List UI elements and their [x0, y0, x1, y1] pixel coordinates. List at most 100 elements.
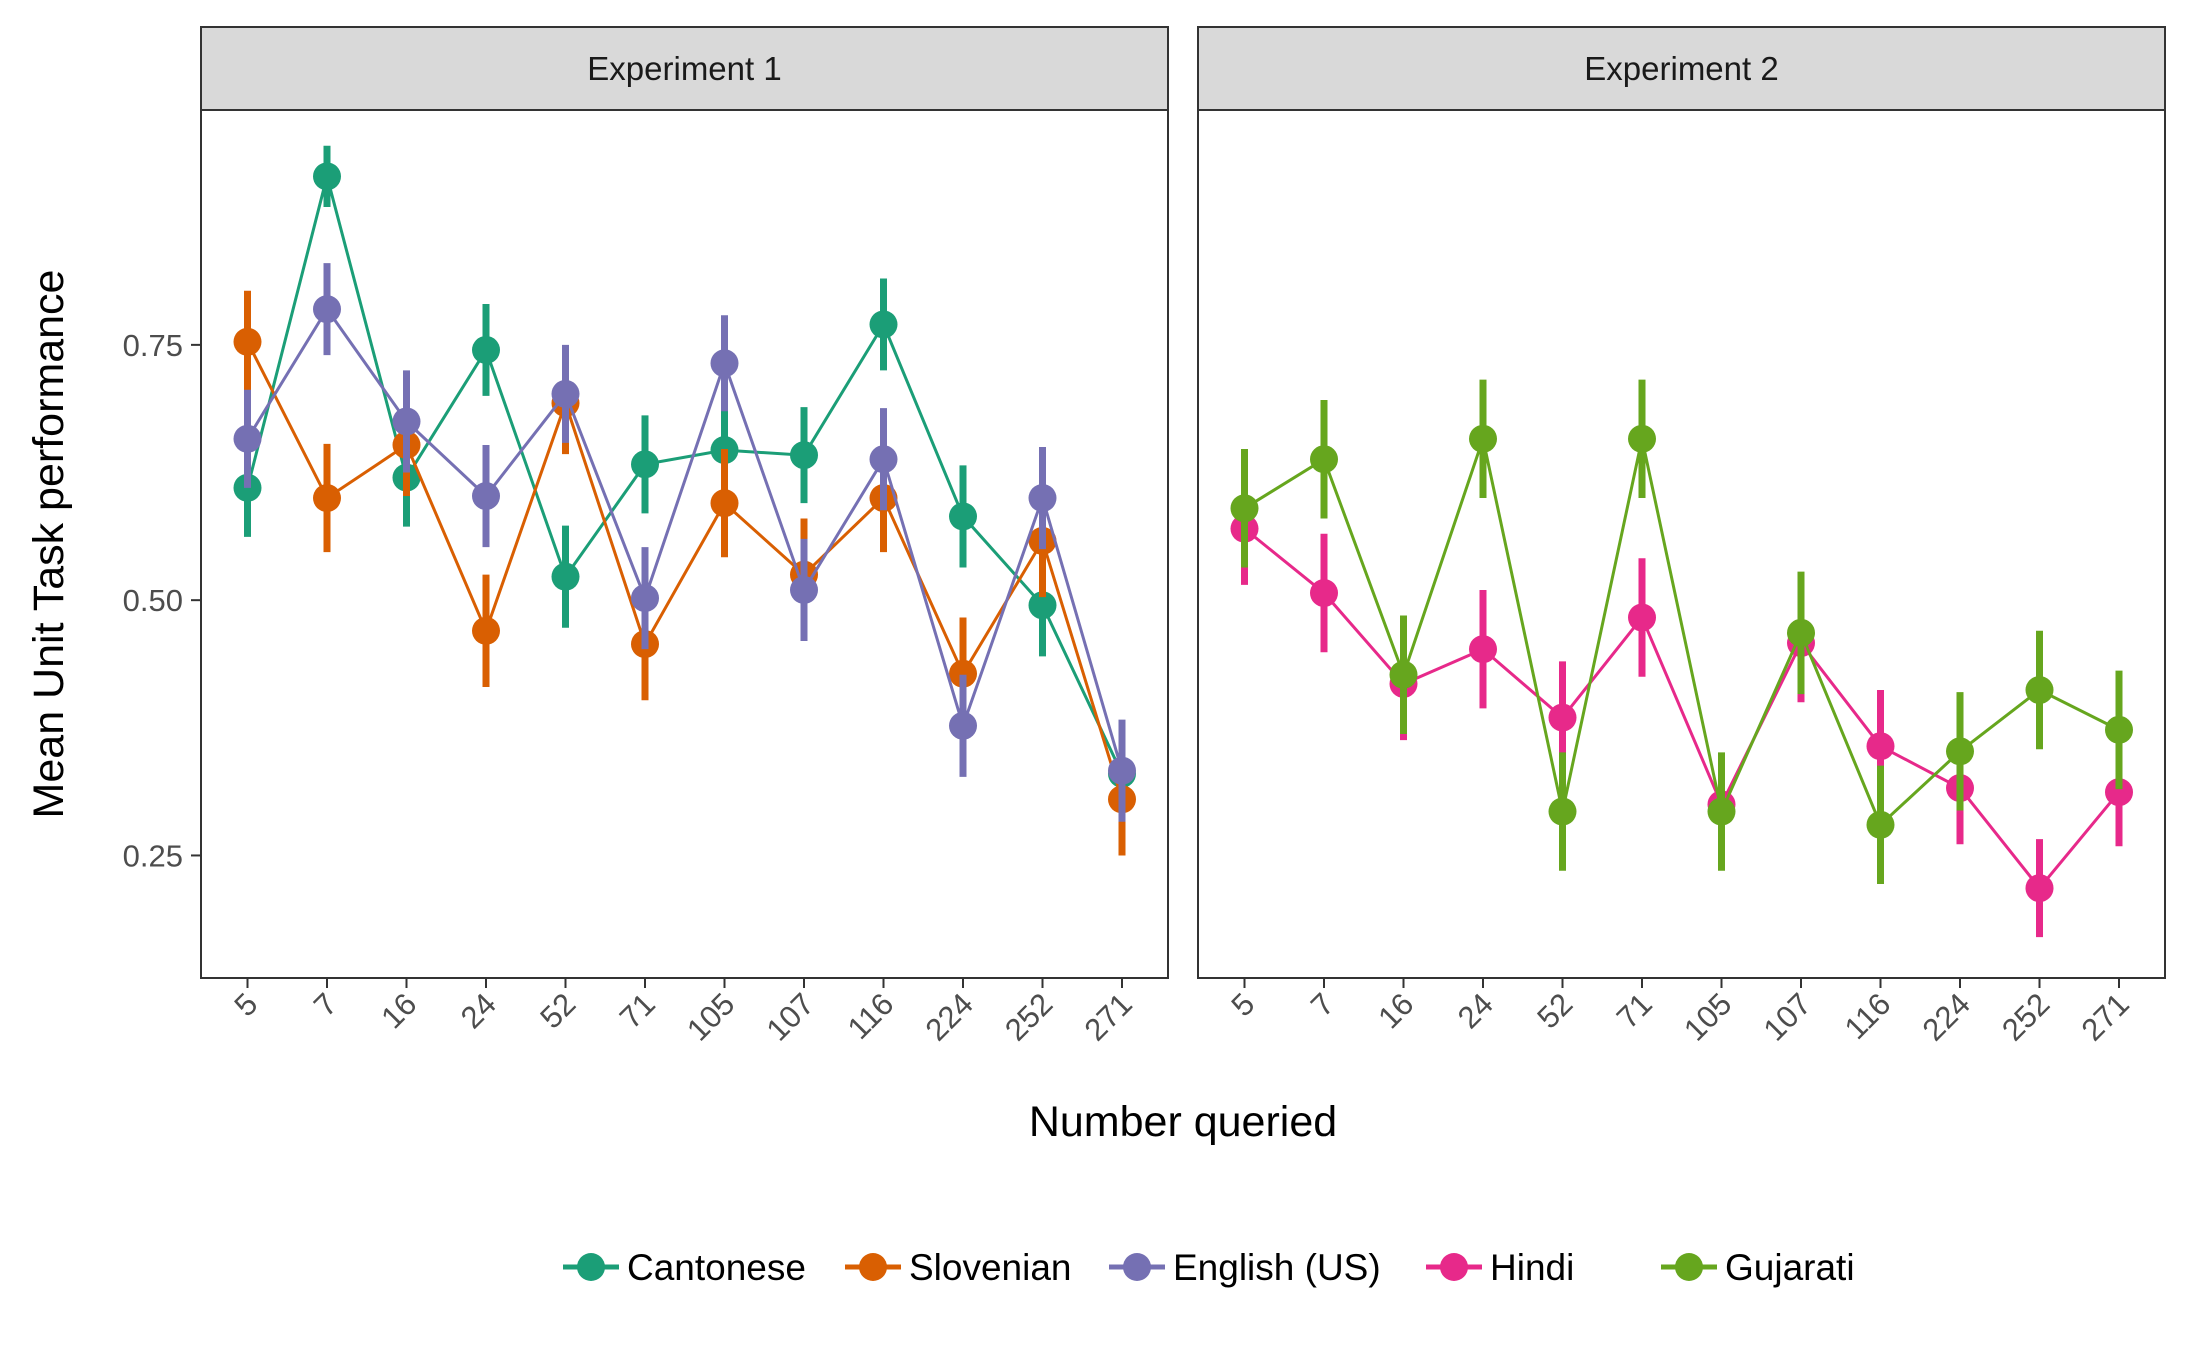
data-point: [710, 349, 739, 378]
data-point: [1469, 635, 1497, 664]
panel-title: Experiment 1: [587, 50, 781, 87]
legend-label: Hindi: [1490, 1247, 1574, 1288]
x-tick-label: 16: [1371, 986, 1420, 1035]
data-point: [1389, 660, 1418, 689]
data-point: [949, 502, 977, 531]
x-tick-label: 24: [454, 986, 503, 1035]
data-point: [1707, 797, 1736, 826]
data-point: [790, 441, 818, 470]
data-point: [313, 295, 341, 324]
legend-label: Slovenian: [909, 1247, 1072, 1288]
data-point: [1548, 703, 1577, 732]
data-point: [790, 575, 818, 604]
panel-experiment-1: Experiment 1 5 7 16 24 52 71 105 107 116 224 252 27…: [123, 26, 1169, 1048]
legend-key-point: [577, 1253, 605, 1281]
legend-key-point: [859, 1253, 887, 1281]
data-point: [1028, 484, 1057, 513]
legend-label: Gujarati: [1725, 1247, 1855, 1288]
x-tick-label: 5: [228, 986, 265, 1023]
data-point: [869, 445, 898, 474]
data-point: [1628, 603, 1656, 632]
series-line: [1243, 527, 2121, 891]
x-tick-label: 5: [1225, 986, 1262, 1023]
legend: Cantonese Slovenian English (US) Hindi Gujar…: [563, 1247, 1855, 1288]
x-tick-label: 52: [1530, 986, 1579, 1035]
data-point: [2025, 874, 2054, 903]
x-tick-label: 107: [1757, 986, 1818, 1047]
plot-area: [1197, 109, 2166, 979]
data-point: [949, 659, 977, 688]
legend-label: Cantonese: [627, 1247, 806, 1288]
y-tick-label: 0.50: [123, 583, 183, 618]
x-axis: 5 7 16 24 52 71 105 107 116 224 252 271: [1225, 978, 2136, 1048]
x-tick-label: 71: [613, 986, 662, 1035]
data-point: [1628, 424, 1656, 453]
x-tick-label: 252: [1995, 986, 2056, 1047]
data-point: [233, 424, 262, 453]
data-point: [392, 407, 421, 436]
x-tick-label: 52: [533, 986, 582, 1035]
y-tick-label: 0.25: [123, 838, 183, 873]
data-point: [2105, 715, 2133, 744]
plot-area: [200, 109, 1169, 979]
data-point: [1787, 618, 1815, 647]
legend-key-point: [1440, 1253, 1468, 1281]
x-tick-label: 224: [1916, 986, 1977, 1047]
data-point: [869, 310, 898, 339]
data-point: [472, 616, 500, 645]
data-point: [949, 711, 977, 740]
data-point: [472, 482, 500, 511]
x-tick-label: 16: [374, 986, 423, 1035]
data-point: [472, 335, 500, 364]
data-point: [1310, 579, 1338, 608]
x-axis-title: Number queried: [1029, 1098, 1337, 1146]
x-tick-label: 252: [998, 986, 1059, 1047]
legend-item: English (US): [1109, 1247, 1381, 1288]
strip-background: [200, 26, 1169, 111]
data-point: [631, 584, 659, 613]
x-tick-label: 271: [2075, 986, 2136, 1047]
x-tick-label: 116: [1838, 986, 1898, 1046]
panel-experiment-2: Experiment 2 5 7 16 24 52 71 105 107 116 224 252 27…: [1197, 26, 2166, 1048]
series-layer: [233, 145, 1136, 856]
data-point: [1028, 591, 1057, 620]
legend-item: Slovenian: [845, 1247, 1072, 1288]
x-tick-label: 71: [1610, 986, 1659, 1035]
data-point: [2105, 778, 2133, 807]
data-point: [1469, 424, 1497, 453]
legend-item: Hindi: [1426, 1247, 1574, 1288]
series-gujarati: [1230, 379, 2133, 885]
series-layer: [1230, 379, 2133, 938]
data-point: [1866, 732, 1895, 761]
x-axis: 5 7 16 24 52 71 105 107 116 224 252 271: [228, 978, 1139, 1048]
y-axis-title: Mean Unit Task performance: [25, 270, 73, 819]
series-line: [246, 170, 1124, 775]
data-point: [1108, 756, 1136, 785]
panel-title: Experiment 2: [1584, 50, 1778, 87]
x-tick-label: 24: [1451, 986, 1500, 1035]
x-tick-label: 7: [1304, 986, 1341, 1023]
legend-key-point: [1123, 1253, 1151, 1281]
x-tick-label: 107: [760, 986, 821, 1047]
data-point: [551, 379, 580, 408]
x-tick-label: 224: [919, 986, 980, 1047]
series-line: [246, 306, 1124, 772]
data-point: [233, 327, 262, 356]
data-point: [1866, 810, 1895, 839]
series-line: [246, 341, 1124, 800]
legend-key-point: [1675, 1253, 1703, 1281]
data-point: [631, 450, 659, 479]
x-tick-label: 271: [1078, 986, 1139, 1047]
data-point: [313, 162, 341, 191]
y-tick-label: 0.75: [123, 328, 183, 363]
data-point: [1230, 494, 1259, 523]
y-axis: 0.25 0.50 0.75: [123, 328, 201, 873]
series-english-us: [233, 263, 1136, 822]
x-tick-label: 105: [1677, 986, 1738, 1047]
x-tick-label: 105: [680, 986, 741, 1047]
legend-label: English (US): [1173, 1247, 1381, 1288]
data-point: [551, 562, 580, 591]
series-line: [1243, 433, 2120, 828]
data-point: [1548, 797, 1577, 826]
